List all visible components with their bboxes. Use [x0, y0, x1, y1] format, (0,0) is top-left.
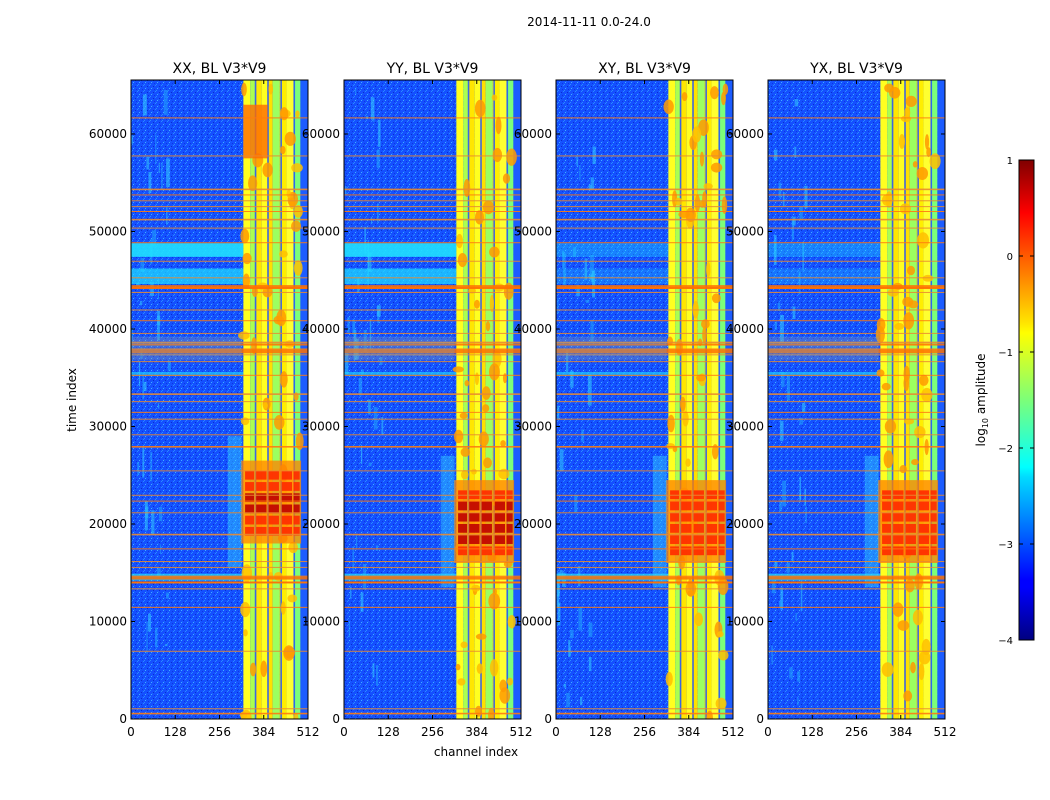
y-tick-label: 50000: [514, 224, 552, 238]
x-tick-label: 128: [801, 725, 824, 739]
y-tick-label: 60000: [514, 127, 552, 141]
panel-xx-title: XX, BL V3*V9: [173, 61, 267, 77]
panel-yy-title: YY, BL V3*V9: [386, 61, 479, 77]
panel-yx-title: YX, BL V3*V9: [809, 61, 903, 77]
x-tick-label: 512: [722, 725, 745, 739]
y-tick-label: 0: [119, 712, 127, 726]
x-tick-label: 128: [589, 725, 612, 739]
y-tick-label: 0: [756, 712, 764, 726]
y-tick-label: 40000: [726, 322, 764, 336]
colorbar-tick-label: −3: [998, 540, 1013, 551]
figure-title: 2014-11-11 0.0-24.0: [527, 15, 651, 29]
x-tick-label: 384: [465, 725, 488, 739]
colorbar: 1 0 −1 −2 −3 −4 log10 amplitude: [974, 156, 1035, 647]
y-tick-label: 50000: [726, 224, 764, 238]
y-tick-label: 10000: [89, 614, 127, 628]
y-tick-label: 60000: [89, 127, 127, 141]
panel-xy: XY, BL V3*V9 0 128 256 384 512 0 10000 20000 3000…: [514, 61, 745, 739]
y-tick-label: 60000: [726, 127, 764, 141]
colorbar-tick-label: −2: [998, 444, 1013, 455]
panel-xy-image: [556, 80, 733, 719]
x-tick-label: 384: [252, 725, 275, 739]
x-tick-label: 512: [510, 725, 533, 739]
y-tick-label: 30000: [726, 419, 764, 433]
colorbar-tick-label: 0: [1007, 252, 1013, 263]
colorbar-ticks: 1 0 −1 −2 −3 −4: [998, 156, 1034, 647]
x-tick-label: 0: [127, 725, 135, 739]
y-tick-label: 0: [332, 712, 340, 726]
colorbar-tick-label: 1: [1007, 156, 1013, 167]
y-tick-label: 20000: [514, 517, 552, 531]
x-tick-label: 512: [934, 725, 957, 739]
panel-xx-image: [131, 80, 308, 719]
y-tick-label: 20000: [302, 517, 340, 531]
colorbar-gradient: [1018, 159, 1035, 641]
y-tick-label: 10000: [514, 614, 552, 628]
panel-yx: YX, BL V3*V9 0 128 256 384 512 0 10000 20000 3000…: [726, 61, 957, 739]
colorbar-tick-label: −1: [998, 348, 1013, 359]
x-axis-label: channel index: [434, 745, 518, 759]
x-tick-label: 128: [164, 725, 187, 739]
y-tick-label: 50000: [302, 224, 340, 238]
colorbar-tick-label: −4: [998, 636, 1013, 647]
y-tick-label: 20000: [726, 517, 764, 531]
x-tick-label: 512: [297, 725, 320, 739]
x-tick-label: 256: [421, 725, 444, 739]
colorbar-label: log10 amplitude: [974, 354, 990, 447]
y-tick-label: 40000: [89, 322, 127, 336]
y-axis-label: time index: [65, 368, 79, 432]
panel-yy: YY, BL V3*V9 0 128 256 384 512 0 10000 20000 3000…: [302, 61, 533, 739]
y-tick-label: 50000: [89, 224, 127, 238]
panel-yy-image: [344, 80, 521, 719]
y-tick-label: 20000: [89, 517, 127, 531]
x-tick-label: 384: [677, 725, 700, 739]
y-tick-label: 40000: [302, 322, 340, 336]
x-tick-label: 128: [377, 725, 400, 739]
y-tick-label: 0: [544, 712, 552, 726]
y-tick-label: 60000: [302, 127, 340, 141]
y-tick-label: 30000: [89, 419, 127, 433]
panels: XX, BL V3*V9 0 128 256 384 512 0 10000 20000 3000…: [89, 61, 957, 739]
panel-yx-image: [768, 80, 945, 719]
y-tick-label: 10000: [302, 614, 340, 628]
y-tick-label: 10000: [726, 614, 764, 628]
x-tick-label: 256: [208, 725, 231, 739]
y-tick-label: 40000: [514, 322, 552, 336]
x-tick-label: 0: [764, 725, 772, 739]
x-tick-label: 256: [845, 725, 868, 739]
x-tick-label: 256: [633, 725, 656, 739]
panel-xy-title: XY, BL V3*V9: [598, 61, 691, 77]
panel-xx: XX, BL V3*V9 0 128 256 384 512 0 10000 20000 3000…: [89, 61, 320, 739]
x-tick-label: 384: [889, 725, 912, 739]
y-tick-label: 30000: [514, 419, 552, 433]
x-tick-label: 0: [340, 725, 348, 739]
x-tick-label: 0: [552, 725, 560, 739]
y-tick-label: 30000: [302, 419, 340, 433]
